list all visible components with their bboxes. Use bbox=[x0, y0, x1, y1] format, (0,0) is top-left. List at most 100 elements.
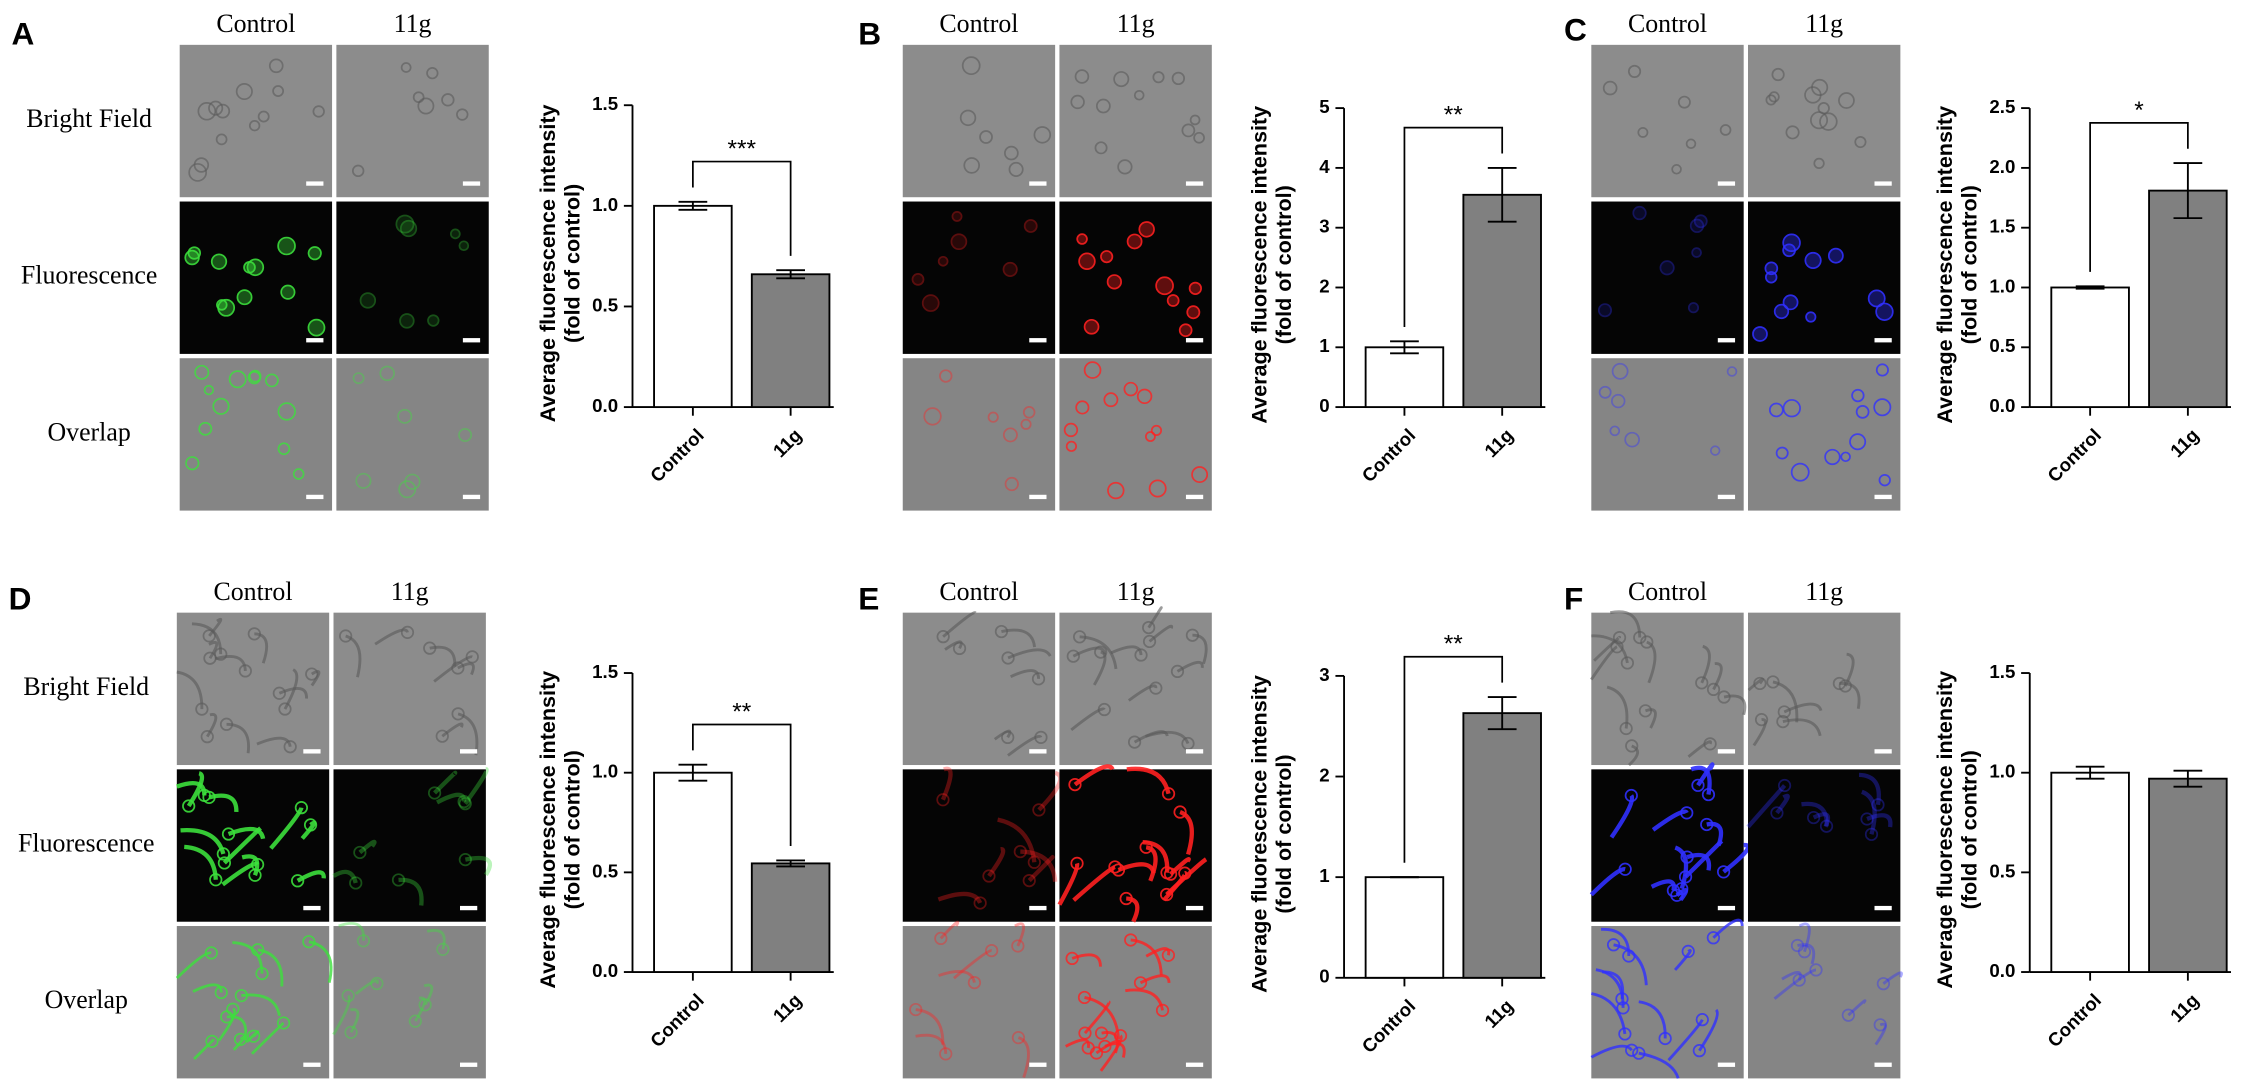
cell bbox=[435, 729, 449, 743]
hypha bbox=[232, 941, 264, 974]
cell bbox=[1094, 141, 1108, 155]
cell bbox=[921, 294, 940, 312]
micrograph bbox=[1059, 44, 1212, 198]
cell bbox=[205, 1034, 219, 1048]
cell bbox=[1622, 949, 1636, 963]
scale-bar bbox=[303, 905, 321, 911]
hypha bbox=[953, 949, 992, 980]
error-bar bbox=[1487, 696, 1517, 731]
hypha bbox=[192, 983, 223, 993]
cell bbox=[1023, 219, 1038, 233]
cell bbox=[1782, 233, 1801, 253]
hypha bbox=[1650, 879, 1676, 892]
cell bbox=[292, 468, 305, 480]
cell bbox=[936, 630, 950, 644]
cell bbox=[1123, 381, 1139, 397]
cell bbox=[1065, 951, 1079, 966]
cell bbox=[1677, 95, 1691, 109]
micrograph bbox=[1748, 201, 1901, 354]
image-background bbox=[902, 926, 1056, 1079]
x-tick-label: Control bbox=[646, 989, 708, 1051]
y-tick-label: 1 bbox=[1319, 335, 1329, 356]
cell bbox=[1127, 735, 1142, 749]
micrograph bbox=[1748, 922, 1903, 1079]
cell bbox=[195, 702, 209, 716]
cell bbox=[1095, 98, 1111, 114]
cell bbox=[203, 651, 217, 665]
y-axis-label: (fold of control) bbox=[1271, 754, 1296, 913]
significance-label: ** bbox=[1444, 102, 1464, 129]
hypha bbox=[208, 617, 223, 637]
scale-bar bbox=[462, 338, 481, 343]
cell bbox=[217, 856, 232, 870]
cell bbox=[1766, 675, 1780, 689]
hypha bbox=[1723, 694, 1747, 716]
cell bbox=[208, 100, 224, 116]
cell bbox=[247, 1029, 261, 1043]
cell bbox=[418, 998, 432, 1012]
micrograph bbox=[1059, 201, 1212, 354]
y-axis-label: (fold of control) bbox=[559, 184, 584, 343]
cell bbox=[400, 62, 412, 73]
cell bbox=[1638, 704, 1653, 718]
panel-letter: D bbox=[9, 581, 32, 617]
cell bbox=[1764, 261, 1779, 276]
cell bbox=[1124, 933, 1138, 947]
cell bbox=[1083, 361, 1102, 379]
cell bbox=[302, 935, 316, 949]
y-tick-label: 4 bbox=[1319, 156, 1330, 177]
cell bbox=[1840, 451, 1851, 463]
cell bbox=[379, 365, 395, 382]
hypha bbox=[1673, 949, 1692, 971]
hypha bbox=[1169, 856, 1191, 876]
image-background bbox=[1059, 44, 1212, 198]
hypha bbox=[250, 1021, 285, 1055]
cell bbox=[1611, 362, 1629, 380]
cell bbox=[427, 786, 442, 800]
cell bbox=[1695, 676, 1709, 690]
hypha bbox=[1687, 740, 1712, 758]
cell bbox=[1691, 778, 1705, 792]
cell bbox=[441, 93, 455, 107]
cell bbox=[1107, 481, 1125, 500]
bar bbox=[2050, 286, 2130, 409]
cell bbox=[247, 370, 262, 385]
cell bbox=[370, 976, 384, 991]
scale-bar bbox=[460, 749, 478, 754]
bar bbox=[2050, 771, 2130, 973]
cell bbox=[1008, 161, 1024, 177]
cell bbox=[303, 818, 318, 832]
cell bbox=[268, 58, 284, 74]
cell bbox=[1191, 466, 1209, 484]
cell bbox=[248, 868, 262, 882]
cell bbox=[1065, 440, 1078, 452]
hypha bbox=[1145, 947, 1171, 958]
cell bbox=[234, 988, 248, 1003]
hypha bbox=[398, 877, 424, 906]
cell bbox=[219, 717, 234, 731]
cell bbox=[1027, 855, 1041, 869]
hypha bbox=[1609, 794, 1635, 839]
image-background bbox=[336, 358, 489, 511]
cell bbox=[950, 233, 968, 251]
hypha bbox=[433, 770, 458, 795]
cell bbox=[994, 624, 1009, 639]
hypha bbox=[1752, 718, 1767, 747]
hypha bbox=[915, 1033, 948, 1054]
cell bbox=[247, 627, 261, 641]
cell bbox=[1871, 798, 1885, 812]
cell bbox=[1070, 94, 1085, 110]
micrograph bbox=[332, 767, 492, 922]
cell bbox=[1063, 422, 1079, 438]
hypha bbox=[214, 655, 247, 672]
cell bbox=[973, 896, 987, 910]
cell bbox=[1633, 630, 1647, 645]
cell bbox=[1186, 305, 1201, 320]
bar bbox=[1364, 876, 1445, 979]
scale-bar bbox=[460, 905, 478, 911]
image-background bbox=[1591, 926, 1744, 1079]
cell bbox=[216, 847, 230, 861]
y-tick-label: 2.0 bbox=[1989, 156, 2015, 177]
hypha bbox=[1860, 789, 1877, 835]
cell bbox=[214, 985, 228, 1000]
